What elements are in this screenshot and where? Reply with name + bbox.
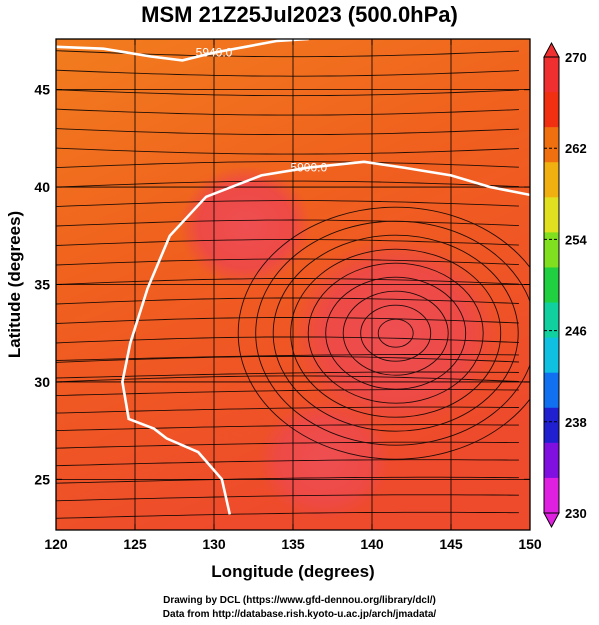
credit-data: Data from http://database.rish.kyoto-u.a… bbox=[162, 609, 437, 620]
streamline bbox=[56, 161, 519, 169]
colorbar-tick-label: 246 bbox=[565, 324, 587, 339]
streamline bbox=[56, 354, 519, 361]
colorbar-swatch bbox=[544, 232, 559, 268]
streamline-loop bbox=[342, 290, 449, 376]
y-tick-label: 35 bbox=[34, 277, 50, 293]
streamline-loop bbox=[307, 262, 484, 404]
colorbar-swatch bbox=[544, 337, 559, 374]
colorbar-swatch bbox=[544, 372, 559, 409]
colorbar-tick-label: 254 bbox=[565, 232, 587, 247]
streamlines bbox=[56, 50, 530, 519]
streamline bbox=[56, 424, 519, 432]
colorbar-tick-label: 270 bbox=[565, 50, 587, 65]
x-tick-label: 120 bbox=[44, 536, 68, 552]
streamline bbox=[56, 406, 519, 414]
x-tick-label: 150 bbox=[518, 536, 542, 552]
field-region-warm-pool-east bbox=[291, 238, 501, 429]
axes: 120 125 130 135 140 145 150 25 30 35 40 45 Longitude… bbox=[5, 38, 542, 581]
contour-label-1: 5900.0 bbox=[290, 161, 327, 175]
streamline bbox=[56, 476, 519, 484]
streamline bbox=[56, 494, 519, 502]
field-region-mid-field bbox=[179, 166, 312, 287]
x-tick-label: 140 bbox=[360, 536, 384, 552]
streamline bbox=[56, 441, 519, 449]
grid bbox=[56, 39, 530, 530]
streamline bbox=[56, 459, 519, 467]
streamline bbox=[56, 317, 519, 324]
streamline bbox=[56, 371, 519, 379]
streamline bbox=[56, 180, 519, 188]
streamline bbox=[56, 219, 519, 227]
chart-title: MSM 21Z25Jul2023 (500.0hPa) bbox=[141, 2, 458, 27]
contour-line-1 bbox=[121, 160, 530, 515]
streamline bbox=[56, 108, 519, 116]
x-tick-label: 135 bbox=[281, 536, 305, 552]
colorbar-top-arrow bbox=[543, 41, 560, 58]
colorbar-swatch bbox=[544, 442, 559, 479]
colorbar-swatch bbox=[544, 477, 559, 514]
streamline bbox=[56, 89, 519, 97]
streamline-loop bbox=[377, 318, 414, 348]
colorbar: 230 238 246 254 262 270 bbox=[543, 41, 587, 529]
streamline bbox=[56, 336, 519, 344]
streamline bbox=[56, 511, 519, 519]
streamline-loop bbox=[290, 248, 502, 418]
colorbar-swatch bbox=[544, 162, 559, 198]
x-tick-label: 145 bbox=[439, 536, 463, 552]
streamline bbox=[56, 278, 519, 285]
plot-area: 5940.0 5900.0 bbox=[56, 39, 530, 530]
x-axis-label: Longitude (degrees) bbox=[211, 562, 374, 581]
colorbar-swatch bbox=[544, 267, 559, 304]
colorbar-bottom-arrow bbox=[543, 512, 560, 529]
colorbar-tick-label: 230 bbox=[565, 506, 587, 521]
x-tick-label: 130 bbox=[202, 536, 226, 552]
streamline-loop bbox=[255, 220, 530, 446]
x-tick-label: 125 bbox=[123, 536, 147, 552]
y-tick-label: 45 bbox=[34, 82, 50, 98]
streamline-loop bbox=[360, 304, 432, 362]
streamline bbox=[56, 147, 519, 155]
streamline bbox=[56, 297, 519, 305]
streamline-loop bbox=[237, 206, 530, 460]
colorbar-swatch bbox=[544, 57, 559, 93]
colorbar-swatch bbox=[544, 127, 559, 163]
colorbar-swatch bbox=[544, 302, 559, 339]
streamline bbox=[56, 128, 519, 136]
contour-line-0 bbox=[56, 39, 309, 62]
colorbar-swatch bbox=[544, 407, 559, 444]
y-axis-label: Latitude (degrees) bbox=[5, 211, 24, 358]
streamline bbox=[56, 200, 519, 208]
credit-drawing: Drawing by DCL (https://www.gfd-dennou.o… bbox=[163, 595, 436, 606]
streamline-loop bbox=[272, 234, 519, 432]
streamline bbox=[56, 258, 519, 266]
y-tick-label: 25 bbox=[34, 471, 50, 487]
contour-label-0: 5940.0 bbox=[196, 46, 233, 60]
colorbar-swatch bbox=[544, 92, 559, 128]
y-tick-label: 40 bbox=[34, 179, 50, 195]
streamline bbox=[56, 389, 519, 397]
y-tick-label: 30 bbox=[34, 374, 50, 390]
streamline bbox=[56, 355, 519, 363]
colorbar-tick-label: 238 bbox=[565, 415, 587, 430]
streamline bbox=[56, 69, 519, 77]
colorbar-tick-label: 262 bbox=[565, 141, 587, 156]
colorbar-swatch bbox=[544, 197, 559, 233]
